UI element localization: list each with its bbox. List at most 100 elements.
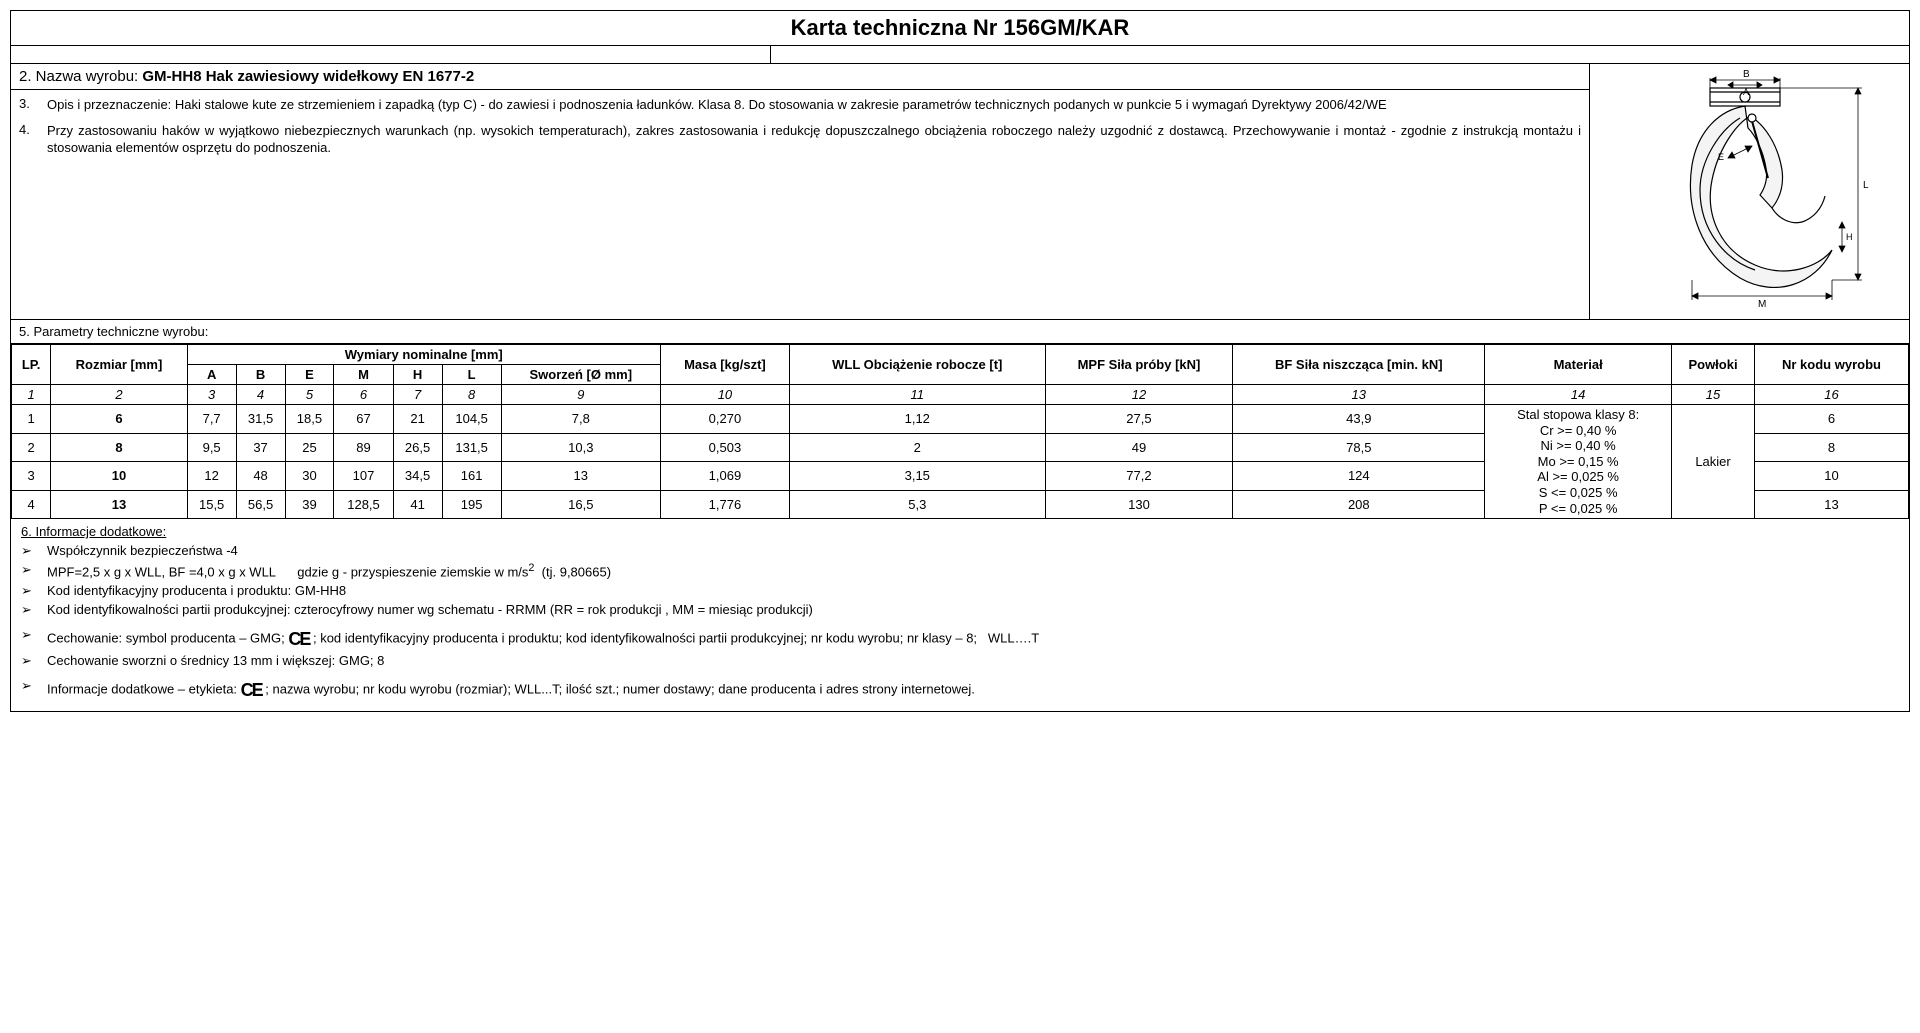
cell: 26,5 (393, 433, 442, 462)
cell: 4 (12, 490, 51, 519)
col-index-cell: 16 (1754, 385, 1908, 405)
dim-M: M (1758, 299, 1766, 310)
col-index-cell: 6 (334, 385, 393, 405)
col-index-cell: 12 (1045, 385, 1233, 405)
info-text: MPF=2,5 x g x WLL, BF =4,0 x g x WLL gdz… (47, 561, 611, 582)
cell: 48 (236, 462, 285, 491)
col-index-cell: 2 (51, 385, 187, 405)
bullet-icon: ➢ (21, 542, 47, 561)
hook-diagram: B A L (1589, 64, 1909, 319)
col-index-cell: 10 (660, 385, 789, 405)
cell: 13 (501, 462, 660, 491)
cell: 78,5 (1233, 433, 1485, 462)
kod-cell: 6 (1754, 405, 1908, 434)
cell: 12 (187, 462, 236, 491)
dim-B: B (1743, 70, 1750, 80)
bullet-icon: ➢ (21, 652, 47, 671)
col-index-cell: 7 (393, 385, 442, 405)
kod-cell: 10 (1754, 462, 1908, 491)
col-index-cell: 15 (1672, 385, 1755, 405)
cell: 0,503 (660, 433, 789, 462)
section4-text: Przy zastosowaniu haków w wyjątkowo nieb… (47, 122, 1581, 157)
section6-header: 6. Informacje dodatkowe: (21, 523, 1899, 542)
col-index-cell: 8 (442, 385, 501, 405)
info-item: ➢Współczynnik bezpieczeństwa -4 (21, 542, 1899, 561)
dim-H: H (1846, 232, 1853, 242)
col-index-cell: 9 (501, 385, 660, 405)
column-index-row: 12345678910111213141516 (12, 385, 1909, 405)
material-cell: Stal stopowa klasy 8:Cr >= 0,40 %Ni >= 0… (1485, 405, 1672, 519)
description-row: 2. Nazwa wyrobu: GM-HH8 Hak zawiesiowy w… (11, 64, 1909, 320)
blank-divider (770, 46, 771, 63)
cell: 77,2 (1045, 462, 1233, 491)
cell: 21 (393, 405, 442, 434)
cell: 161 (442, 462, 501, 491)
cell: 7,8 (501, 405, 660, 434)
col-masa: Masa [kg/szt] (660, 345, 789, 385)
cell: 2 (12, 433, 51, 462)
col-index-cell: 5 (285, 385, 334, 405)
cell: 10 (51, 462, 187, 491)
info-text: Cechowanie: symbol producenta – GMG; CE … (47, 626, 1039, 652)
cell: 10,3 (501, 433, 660, 462)
section6: 6. Informacje dodatkowe: ➢Współczynnik b… (11, 519, 1909, 711)
cell: 0,270 (660, 405, 789, 434)
col-bf: BF Siła niszcząca [min. kN] (1233, 345, 1485, 385)
cell: 8 (51, 433, 187, 462)
col-lp: LP. (12, 345, 51, 385)
col-index-cell: 11 (790, 385, 1045, 405)
info-item: ➢Kod identyfikowalności partii produkcyj… (21, 601, 1899, 620)
section3-num: 3. (19, 96, 47, 114)
cell: 89 (334, 433, 393, 462)
cell: 41 (393, 490, 442, 519)
doc-title: Karta techniczna Nr 156GM/KAR (11, 11, 1909, 46)
cell: 43,9 (1233, 405, 1485, 434)
col-rozmiar: Rozmiar [mm] (51, 345, 187, 385)
cell: 34,5 (393, 462, 442, 491)
cell: 6 (51, 405, 187, 434)
dim-L: L (1863, 180, 1869, 191)
col-M: M (334, 365, 393, 385)
cell: 128,5 (334, 490, 393, 519)
col-sworzen: Sworzeń [Ø mm] (501, 365, 660, 385)
info-item: ➢Informacje dodatkowe – etykieta: CE ; n… (21, 677, 1899, 703)
cell: 15,5 (187, 490, 236, 519)
cell: 37 (236, 433, 285, 462)
blank-header-row (11, 46, 1909, 64)
product-name-header: 2. Nazwa wyrobu: GM-HH8 Hak zawiesiowy w… (11, 64, 1589, 90)
cell: 131,5 (442, 433, 501, 462)
cell: 18,5 (285, 405, 334, 434)
bullet-icon: ➢ (21, 626, 47, 652)
info-text: Kod identyfikowalności partii produkcyjn… (47, 601, 813, 620)
cell: 3,15 (790, 462, 1045, 491)
col-B: B (236, 365, 285, 385)
info-text: Informacje dodatkowe – etykieta: CE ; na… (47, 677, 975, 703)
col-H: H (393, 365, 442, 385)
cell: 13 (51, 490, 187, 519)
info-item: ➢Cechowanie: symbol producenta – GMG; CE… (21, 626, 1899, 652)
cell: 27,5 (1045, 405, 1233, 434)
col-powloki: Powłoki (1672, 345, 1755, 385)
col-nrkodu: Nr kodu wyrobu (1754, 345, 1908, 385)
col-A: A (187, 365, 236, 385)
info-text: Cechowanie sworzni o średnicy 13 mm i wi… (47, 652, 384, 671)
cell: 67 (334, 405, 393, 434)
cell: 104,5 (442, 405, 501, 434)
kod-cell: 8 (1754, 433, 1908, 462)
cell: 1,776 (660, 490, 789, 519)
bullet-icon: ➢ (21, 561, 47, 582)
section5-header: 5. Parametry techniczne wyrobu: (11, 320, 1909, 344)
cell: 1,12 (790, 405, 1045, 434)
col-mpf: MPF Siła próby [kN] (1045, 345, 1233, 385)
description-text: 2. Nazwa wyrobu: GM-HH8 Hak zawiesiowy w… (11, 64, 1589, 319)
cell: 2 (790, 433, 1045, 462)
cell: 124 (1233, 462, 1485, 491)
info-item: ➢Cechowanie sworzni o średnicy 13 mm i w… (21, 652, 1899, 671)
cell: 1 (12, 405, 51, 434)
info-text: Kod identyfikacyjny producenta i produkt… (47, 582, 346, 601)
cell: 208 (1233, 490, 1485, 519)
col-material: Materiał (1485, 345, 1672, 385)
cell: 39 (285, 490, 334, 519)
cell: 16,5 (501, 490, 660, 519)
bullet-icon: ➢ (21, 601, 47, 620)
